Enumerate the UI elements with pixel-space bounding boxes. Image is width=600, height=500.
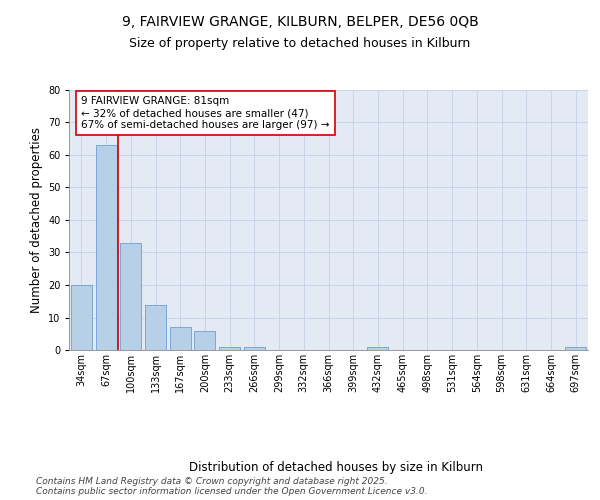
Bar (367, 347, 388, 350)
Bar (170, 327, 191, 350)
Text: Size of property relative to detached houses in Kilburn: Size of property relative to detached ho… (130, 38, 470, 51)
Bar (120, 243, 141, 350)
Bar (95, 145, 116, 350)
Y-axis label: Number of detached properties: Number of detached properties (30, 127, 43, 313)
Bar (71, 285, 92, 350)
Text: Contains HM Land Registry data © Crown copyright and database right 2025.: Contains HM Land Registry data © Crown c… (36, 477, 388, 486)
Text: Contains public sector information licensed under the Open Government Licence v3: Contains public sector information licen… (36, 487, 427, 496)
Text: Distribution of detached houses by size in Kilburn: Distribution of detached houses by size … (189, 461, 483, 474)
Bar (145, 304, 166, 350)
Bar (244, 347, 265, 350)
Text: 9 FAIRVIEW GRANGE: 81sqm
← 32% of detached houses are smaller (47)
67% of semi-d: 9 FAIRVIEW GRANGE: 81sqm ← 32% of detach… (82, 96, 330, 130)
Bar (194, 330, 215, 350)
Text: 9, FAIRVIEW GRANGE, KILBURN, BELPER, DE56 0QB: 9, FAIRVIEW GRANGE, KILBURN, BELPER, DE5… (122, 15, 478, 29)
Bar (565, 347, 586, 350)
Bar (219, 347, 240, 350)
